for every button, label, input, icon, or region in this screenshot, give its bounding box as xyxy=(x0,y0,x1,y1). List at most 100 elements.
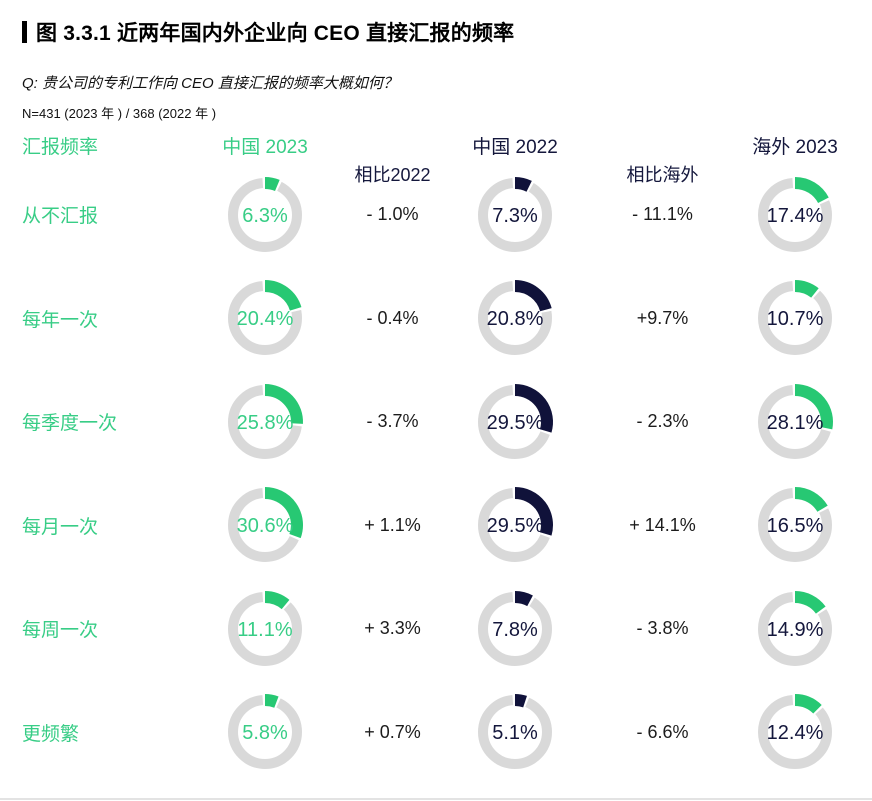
overseas-2023-donut: 28.1% xyxy=(758,382,834,459)
column-header-delta-2022: 相比2022 xyxy=(354,165,431,185)
china-2023-value: 5.8% xyxy=(242,722,288,744)
column-header-china-2023: 中国 2023 xyxy=(222,137,308,158)
china-2022-value: 5.1% xyxy=(492,722,538,744)
delta-value-delta-vs-overseas: - 6.6% xyxy=(636,721,689,742)
donut-arc xyxy=(794,590,826,614)
frequency-label: 更频繁 xyxy=(22,723,80,745)
overseas-2023-donut: 17.4% xyxy=(758,175,832,252)
donut-arc xyxy=(264,383,303,424)
figure-title-row: 图 3.3.1 近两年国内外企业向 CEO 直接汇报的频率 xyxy=(0,0,872,47)
donut-cell-overseas-2023: 28.1% xyxy=(730,380,860,464)
donut-cell-china-2022: 5.1% xyxy=(435,690,595,774)
donut-arc xyxy=(514,383,553,433)
china-2023-donut: 25.8% xyxy=(228,382,304,459)
delta-value-delta-vs-overseas: +9.7% xyxy=(636,307,689,328)
table-row: 每周一次 11.1% + 3.3% 7.8% - 3.8% 14.9% xyxy=(0,577,860,681)
china-2022-donut: 29.5% xyxy=(478,382,554,459)
donut-arc xyxy=(264,694,279,709)
china-2023-donut: 11.1% xyxy=(228,589,302,666)
donut-arc xyxy=(514,487,553,536)
column-header-china-2022: 中国 2022 xyxy=(472,137,558,158)
donut-cell-china-2022: 29.5% xyxy=(435,483,595,567)
donut-cell-overseas-2023: 14.9% xyxy=(730,587,860,671)
china-2023-donut: 6.3% xyxy=(228,175,302,252)
bottom-divider xyxy=(0,798,872,800)
table-row: 更频繁 5.8% + 0.7% 5.1% - 6.6% 12.4% xyxy=(0,681,860,785)
china-2023-donut: 5.8% xyxy=(228,693,302,770)
donut-arc xyxy=(794,487,828,513)
chart-rows: 从不汇报 6.3% - 1.0% 7.3% - 11.1% 17.4% 每年一次 20.4% -… xyxy=(0,163,860,784)
donut-arc xyxy=(514,280,552,312)
donut-cell-china-2023: 11.1% xyxy=(180,587,350,671)
frequency-label: 每年一次 xyxy=(22,309,99,331)
china-2023-donut: 20.4% xyxy=(228,279,304,356)
china-2023-value: 30.6% xyxy=(237,515,294,537)
frequency-label: 每季度一次 xyxy=(22,413,118,435)
donut-arc xyxy=(794,694,822,714)
column-headers: 汇报频率 中国 2023 相比2022 中国 2022 相比海外 海外 2023 xyxy=(0,137,860,185)
overseas-2023-donut: 10.7% xyxy=(758,279,832,356)
overseas-2023-value: 28.1% xyxy=(767,412,824,434)
donut-cell-overseas-2023: 10.7% xyxy=(730,276,860,360)
donut-arc xyxy=(794,280,819,299)
overseas-2023-value: 10.7% xyxy=(767,308,824,330)
donut-cell-china-2022: 29.5% xyxy=(435,380,595,464)
donut-arc xyxy=(264,590,290,610)
donut-cell-china-2022: 7.8% xyxy=(435,587,595,671)
table-row: 每月一次 30.6% + 1.1% 29.5% + 14.1% 16.5% xyxy=(0,474,860,578)
donut-cell-china-2023: 30.6% xyxy=(180,483,350,567)
overseas-2023-donut: 14.9% xyxy=(758,589,832,666)
overseas-2023-value: 16.5% xyxy=(767,515,824,537)
donut-cell-china-2022: 7.3% xyxy=(435,173,595,257)
china-2022-donut: 5.1% xyxy=(478,693,552,770)
delta-value-delta-vs-2022: + 1.1% xyxy=(364,514,421,535)
china-2023-donut: 30.6% xyxy=(228,486,304,563)
donut-arc xyxy=(514,176,532,192)
sample-size-note: N=431 (2023 年 ) / 368 (2022 年 ) xyxy=(22,106,217,121)
frequency-label: 每月一次 xyxy=(22,516,99,538)
delta-value-delta-vs-overseas: - 3.8% xyxy=(636,618,689,639)
china-2022-value: 7.3% xyxy=(492,205,538,227)
china-2023-value: 11.1% xyxy=(237,619,292,641)
china-2022-donut: 7.3% xyxy=(478,175,552,252)
china-2022-donut: 7.8% xyxy=(478,589,552,666)
frequency-label: 从不汇报 xyxy=(22,206,99,228)
donut-cell-china-2023: 20.4% xyxy=(180,276,350,360)
donut-arc xyxy=(794,176,829,204)
donut-arc xyxy=(514,694,527,708)
delta-value-delta-vs-overseas: + 14.1% xyxy=(629,514,696,535)
china-2022-value: 20.8% xyxy=(487,308,544,330)
china-2022-donut: 29.5% xyxy=(478,486,554,563)
china-2022-donut: 20.8% xyxy=(478,279,554,356)
donut-cell-china-2023: 5.8% xyxy=(180,690,350,774)
donut-arc xyxy=(794,383,833,430)
overseas-2023-value: 17.4% xyxy=(767,205,824,227)
delta-value-delta-vs-overseas: - 2.3% xyxy=(636,411,689,432)
china-2022-value: 29.5% xyxy=(487,515,544,537)
donut-arc xyxy=(264,280,302,312)
delta-value-delta-vs-2022: - 3.7% xyxy=(366,411,419,432)
overseas-2023-donut: 12.4% xyxy=(758,693,832,770)
china-2022-value: 7.8% xyxy=(492,619,538,641)
donut-arc xyxy=(514,590,533,606)
overseas-2023-value: 14.9% xyxy=(767,619,824,641)
delta-value-delta-vs-2022: + 0.7% xyxy=(364,721,421,742)
donut-arc xyxy=(264,176,280,191)
column-header-overseas-2023: 海外 2023 xyxy=(752,137,838,158)
donut-cell-overseas-2023: 16.5% xyxy=(730,483,860,567)
column-header-delta-overseas: 相比海外 xyxy=(626,165,699,185)
donut-cell-overseas-2023: 12.4% xyxy=(730,690,860,774)
donut-arc xyxy=(264,487,303,539)
donut-cell-overseas-2023: 17.4% xyxy=(730,173,860,257)
survey-question: Q: 贵公司的专利工作向 CEO 直接汇报的频率大概如何？ xyxy=(22,75,398,92)
delta-value-delta-vs-overseas: - 11.1% xyxy=(632,204,693,225)
overseas-2023-value: 12.4% xyxy=(767,722,824,744)
delta-value-delta-vs-2022: - 1.0% xyxy=(366,204,419,225)
title-accent-bar xyxy=(22,21,27,43)
china-2022-value: 29.5% xyxy=(487,412,544,434)
frequency-label: 每周一次 xyxy=(22,620,99,642)
table-row: 每年一次 20.4% - 0.4% 20.8% +9.7% 10.7% xyxy=(0,267,860,371)
china-2023-value: 25.8% xyxy=(237,412,294,434)
donut-cell-china-2023: 6.3% xyxy=(180,173,350,257)
